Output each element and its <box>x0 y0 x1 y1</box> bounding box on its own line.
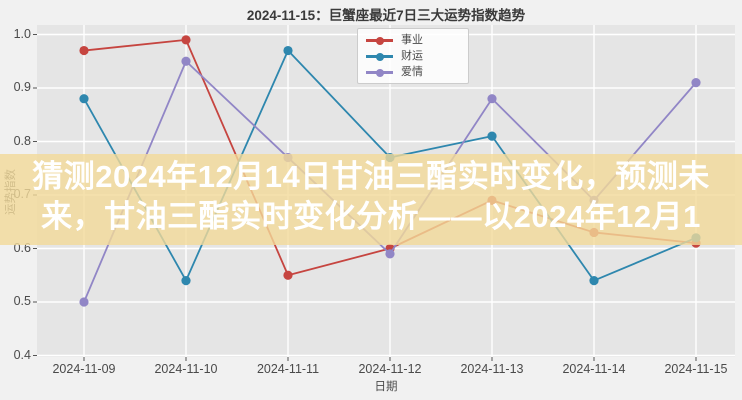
data-point-事业-2024-11-10 <box>181 35 191 45</box>
legend-marker-icon <box>366 36 393 44</box>
data-point-事业-2024-11-11 <box>283 270 293 280</box>
x-tick-label-2024-11-11: 2024-11-11 <box>256 362 320 376</box>
headline-line-2: 来，甘油三酯实时变化分析——以2024年12月1 <box>41 199 701 234</box>
legend-item-事业: 事业 <box>366 34 460 47</box>
data-point-财运-2024-11-10 <box>181 276 191 286</box>
data-point-爱情-2024-11-10 <box>181 56 191 66</box>
data-point-爱情-2024-11-12 <box>385 249 395 259</box>
legend-label: 事业 <box>401 34 423 46</box>
x-tick-label-2024-11-13: 2024-11-13 <box>460 362 524 376</box>
legend-label: 财运 <box>401 50 423 62</box>
data-point-财运-2024-11-14 <box>589 276 599 286</box>
headline-overlay-band <box>0 154 742 245</box>
x-tick-label-2024-11-12: 2024-11-12 <box>358 362 422 376</box>
data-point-事业-2024-11-09 <box>79 45 89 56</box>
y-tick-label-0.4: 0.4 <box>13 347 31 362</box>
data-point-爱情-2024-11-13 <box>487 94 497 104</box>
legend-marker-icon <box>366 52 393 60</box>
x-tick-label-2024-11-09: 2024-11-09 <box>52 362 116 376</box>
y-tick-label-0.8: 0.8 <box>13 133 31 148</box>
data-point-爱情-2024-11-09 <box>79 297 89 307</box>
y-tick-label-0.9: 0.9 <box>13 80 31 94</box>
legend-item-财运: 财运 <box>366 50 460 63</box>
headline-overlay-text: 猜测2024年12月14日甘油三酯实时变化，预测未 来，甘油三酯实时变化分析——… <box>0 157 742 245</box>
data-point-财运-2024-11-13 <box>487 131 497 141</box>
chart-title: 2024-11-15：巨蟹座最近7日三大运势指数趋势 <box>246 8 526 23</box>
data-point-财运-2024-11-09 <box>79 94 89 104</box>
x-tick-label-2024-11-15: 2024-11-15 <box>664 362 728 376</box>
legend-label: 爱情 <box>401 66 423 78</box>
data-point-爱情-2024-11-15 <box>691 78 701 88</box>
legend-item-爱情: 爱情 <box>366 66 460 79</box>
y-tick-label-0.5: 0.5 <box>13 294 31 308</box>
chart-legend: 事业 财运 爱情 <box>357 28 469 84</box>
y-tick-label-1.0: 1.0 <box>13 26 31 41</box>
x-axis-label: 日期 <box>374 381 398 393</box>
headline-line-1: 猜测2024年12月14日甘油三酯实时变化，预测未 <box>32 159 710 194</box>
x-tick-label-2024-11-10: 2024-11-10 <box>154 362 218 376</box>
x-tick-label-2024-11-14: 2024-11-14 <box>562 362 626 376</box>
data-point-财运-2024-11-11 <box>283 45 293 56</box>
legend-marker-icon <box>366 68 393 76</box>
